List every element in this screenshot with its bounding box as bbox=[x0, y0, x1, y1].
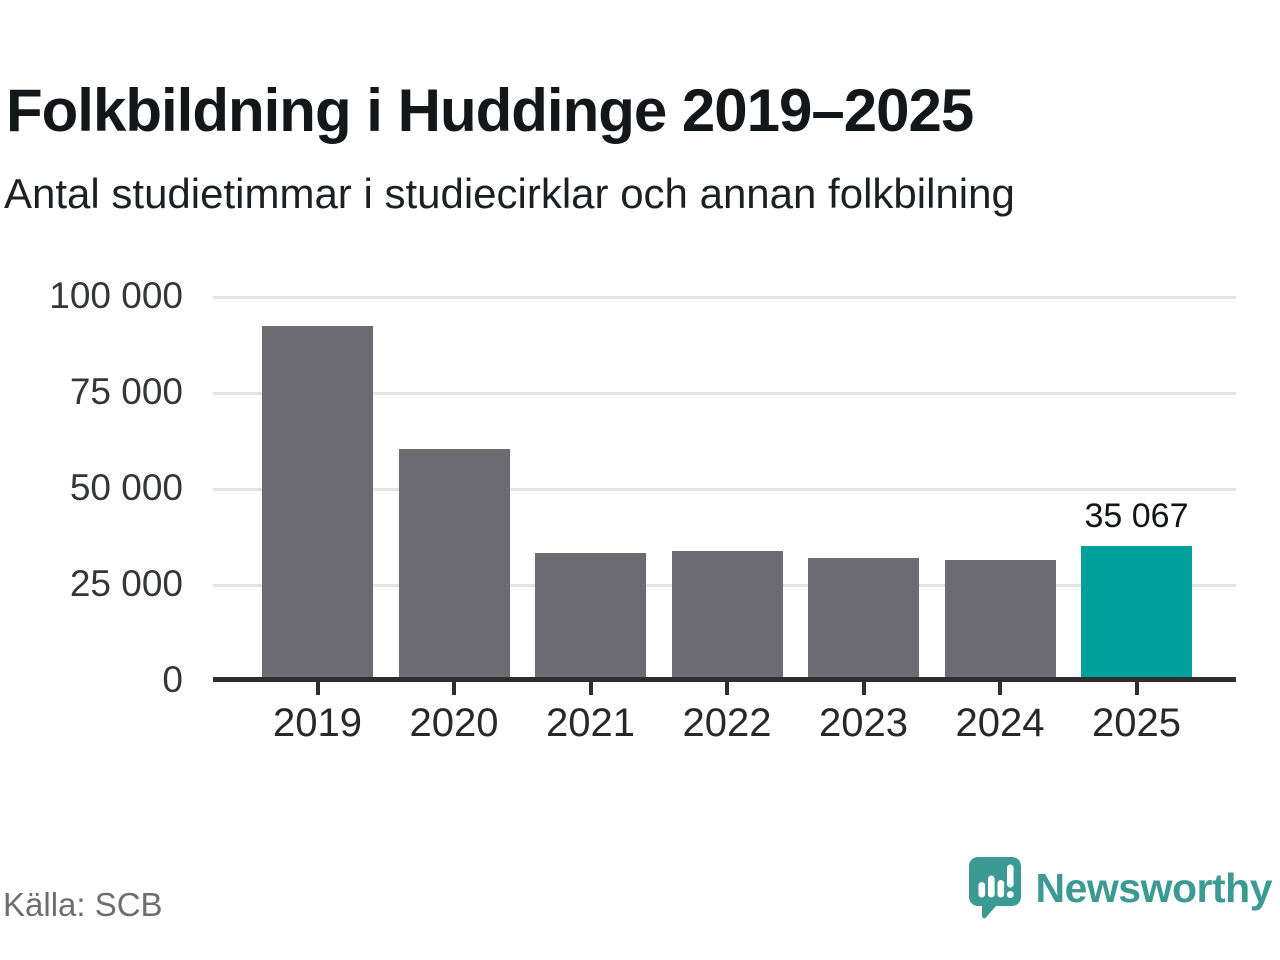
x-axis-tick bbox=[588, 682, 593, 695]
bar-2025 bbox=[1081, 546, 1192, 681]
x-axis-tick-label: 2021 bbox=[546, 701, 635, 745]
y-axis-labels: 100 000 75 000 50 000 25 000 0 bbox=[0, 275, 183, 700]
highlight-value-label: 35 067 bbox=[1084, 497, 1189, 536]
x-axis-tick bbox=[315, 682, 320, 695]
gridline bbox=[213, 296, 1236, 299]
y-axis-tick-label: 75 000 bbox=[69, 371, 183, 413]
gridline bbox=[213, 392, 1236, 395]
x-axis-tick bbox=[452, 682, 456, 695]
bar-2023 bbox=[808, 558, 919, 681]
y-axis-tick-label: 100 000 bbox=[49, 275, 183, 317]
gridline bbox=[213, 488, 1236, 491]
y-axis-tick-label: 0 bbox=[162, 659, 183, 701]
y-axis-tick-label: 25 000 bbox=[69, 563, 183, 605]
chart-subtitle: Antal studietimmar i studiecirklar och a… bbox=[4, 170, 1015, 217]
bar-2024 bbox=[944, 559, 1056, 681]
bar-2020 bbox=[398, 448, 510, 681]
newsworthy-logo-icon bbox=[968, 857, 1021, 919]
bar-2022 bbox=[671, 550, 783, 681]
bar-chart: 100 000 75 000 50 000 25 000 0 35 067 2019 20… bbox=[0, 275, 1280, 757]
brand-logo: Newsworthy bbox=[968, 856, 1273, 921]
speech-bubble-shape bbox=[968, 857, 1021, 919]
x-axis-tick bbox=[861, 682, 866, 695]
source-note: Källa: SCB bbox=[3, 886, 163, 923]
x-axis-tick bbox=[725, 682, 729, 695]
x-axis-tick-label: 2024 bbox=[955, 701, 1045, 745]
bar-2021 bbox=[535, 552, 646, 681]
x-axis-tick bbox=[1134, 682, 1139, 695]
x-axis-tick-label: 2019 bbox=[273, 701, 362, 745]
x-axis-tick-label: 2022 bbox=[682, 701, 772, 745]
x-axis-tick-label: 2020 bbox=[409, 701, 499, 745]
x-axis-tick-label: 2025 bbox=[1092, 701, 1181, 745]
x-axis-tick-label: 2023 bbox=[819, 701, 908, 745]
brand-name: Newsworthy bbox=[1035, 865, 1273, 911]
chart-title: Folkbildning i Huddinge 2019–2025 bbox=[6, 77, 974, 145]
y-axis-tick-label: 50 000 bbox=[69, 467, 183, 509]
x-axis-tick bbox=[998, 682, 1002, 695]
bar-2019 bbox=[262, 325, 373, 681]
x-axis-line bbox=[213, 677, 1236, 682]
plot-area: 35 067 bbox=[213, 296, 1236, 681]
